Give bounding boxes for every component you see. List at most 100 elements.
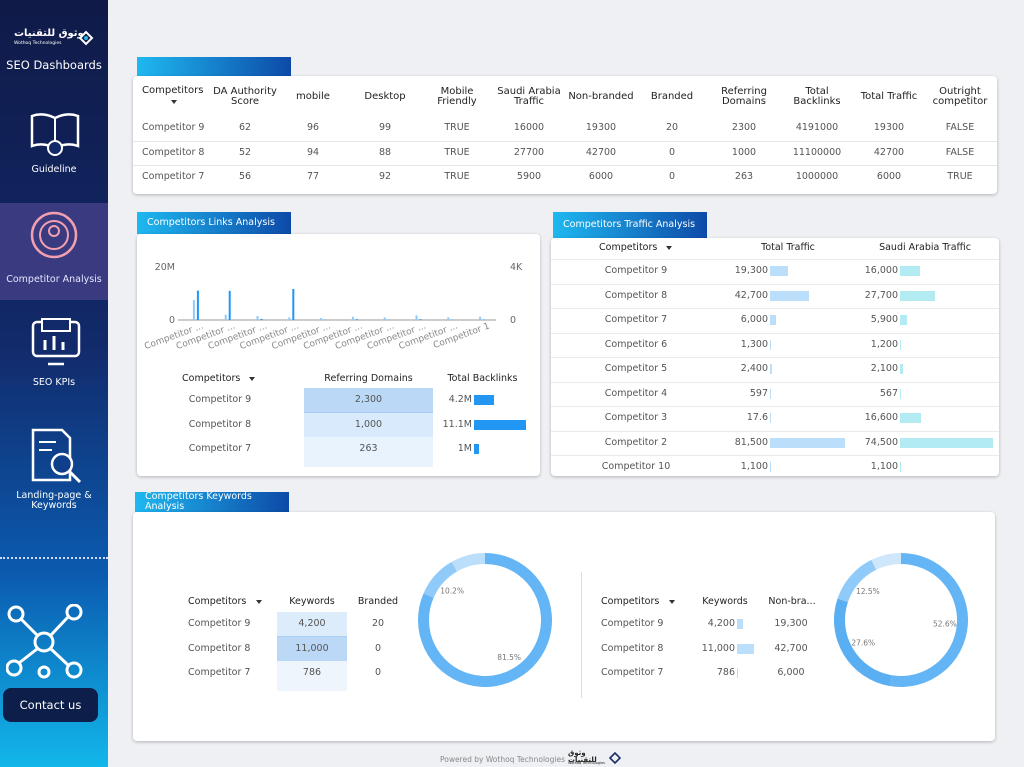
bar: [292, 288, 295, 320]
cell: 4,200: [298, 618, 326, 630]
footer-text: Powered by Wothoq Technologies: [439, 755, 565, 765]
column-header: Keywords: [702, 596, 748, 608]
cell: 786: [302, 667, 322, 679]
column-header: Competitors: [599, 242, 658, 254]
sort-arrow: [249, 377, 255, 381]
donut-slice: [871, 553, 901, 570]
cell: 42700: [585, 146, 617, 158]
footer-logo-arabic: وثوق للتقنيات: [568, 748, 597, 764]
section-tab: [137, 57, 291, 76]
cell: Competitor 9: [601, 618, 664, 630]
cell: Competitor 3: [604, 412, 668, 424]
row-separator: [551, 381, 999, 383]
bar: [383, 317, 386, 320]
cell: 786: [716, 667, 735, 679]
data-bar: [900, 388, 901, 399]
cell: 62: [238, 122, 252, 134]
sidebar: وثوق للتقنيات Wothoq Technologies SEO Da…: [0, 0, 108, 767]
cell: 1,100: [740, 461, 768, 473]
nav-item[interactable]: Guideline: [31, 164, 77, 176]
cell: 1000000: [795, 171, 839, 183]
cell: Competitor 4: [604, 387, 668, 399]
cell: Competitor 9: [188, 394, 252, 406]
y2-tick-label: 0: [510, 315, 516, 326]
cell: TRUE: [444, 122, 470, 134]
cell: 6,000: [777, 667, 805, 679]
data-bar: [737, 619, 744, 629]
cell: 16,600: [864, 412, 898, 424]
bar: [196, 290, 199, 320]
cell: 1,300: [740, 338, 768, 350]
cell: Competitor 8: [188, 418, 252, 430]
cell: 42,700: [734, 289, 768, 301]
data-bar: [737, 643, 754, 654]
cell: Competitor 7: [604, 314, 668, 326]
section-title: Competitors Keywords Analysis: [145, 491, 252, 512]
cell: Competitor 7: [601, 667, 664, 679]
data-bar: [900, 339, 902, 350]
logo-icon: [78, 30, 94, 46]
cell: 16000: [513, 122, 545, 134]
data-bar: [900, 290, 935, 301]
logo-english: Wothoq Technologies: [14, 41, 62, 46]
bar: [256, 316, 259, 320]
column-header: Non-bra...: [768, 596, 816, 608]
cell: 20: [665, 122, 679, 134]
row-separator: [551, 357, 999, 358]
cell: TRUE: [444, 146, 470, 158]
cell: 16,000: [864, 265, 898, 277]
active-nav-bg: [0, 203, 108, 300]
cell: 263: [359, 443, 378, 455]
nav-item[interactable]: Competitor Analysis: [6, 274, 102, 286]
nav-item[interactable]: SEO KPIs: [32, 377, 76, 389]
contact-button[interactable]: Contact us: [3, 688, 98, 722]
data-bar: [770, 388, 771, 399]
cell: 1,100: [870, 461, 898, 473]
y-tick-label: 0: [169, 315, 175, 326]
footer-logo-english: Wothoq Technologies: [568, 760, 605, 765]
cell: Competitor 10: [601, 461, 671, 473]
cell: FALSE: [945, 146, 975, 158]
row-separator: [551, 406, 999, 407]
guideline-icon: [30, 113, 80, 156]
data-bar: [770, 315, 776, 325]
card: [137, 234, 540, 476]
data-bar: [770, 437, 845, 448]
column-header: Competitors: [182, 373, 241, 385]
cell: 2,100: [870, 363, 898, 375]
cell: Competitor 7: [188, 443, 252, 455]
footer-logo-icon: [609, 752, 621, 764]
cell: Competitor 7: [142, 171, 205, 183]
column-header: mobile: [296, 90, 330, 102]
cell: 96: [306, 122, 320, 134]
column-header: Outright competitor: [932, 85, 988, 107]
bar: [228, 290, 231, 320]
logo-arabic: وثوق للتقنيات: [14, 28, 84, 39]
column-header: Referring Domains: [721, 85, 767, 107]
heat-cell: [304, 436, 433, 467]
column-header: Saudi Arabia Traffic: [879, 242, 971, 254]
section-title: Competitors Traffic Analysis: [563, 219, 696, 231]
cell: Competitor 9: [142, 122, 205, 134]
bar: [260, 318, 263, 320]
nav-item[interactable]: Landing-page & Keywords: [16, 490, 92, 511]
card: [133, 76, 997, 194]
slice-label: 81.5%: [497, 653, 521, 662]
column-header: Competitors: [188, 596, 247, 608]
logo-shape: [609, 752, 621, 764]
cell: 19,300: [774, 618, 808, 630]
cell: 597: [749, 387, 768, 399]
sort-arrow: [256, 600, 262, 604]
cell: 81,500: [734, 436, 768, 448]
donut-slice: [834, 598, 892, 687]
row-separator: [551, 283, 999, 285]
cell: Competitor 2: [604, 436, 668, 448]
section-tab: [137, 212, 291, 234]
cell: Competitor 8: [604, 289, 668, 301]
cell: 4,200: [707, 618, 735, 630]
cell: 0: [668, 171, 676, 183]
cell: 6,000: [740, 314, 768, 326]
section-tab: [553, 212, 707, 238]
cell: 42,700: [774, 642, 808, 654]
row-separator: [133, 140, 997, 142]
